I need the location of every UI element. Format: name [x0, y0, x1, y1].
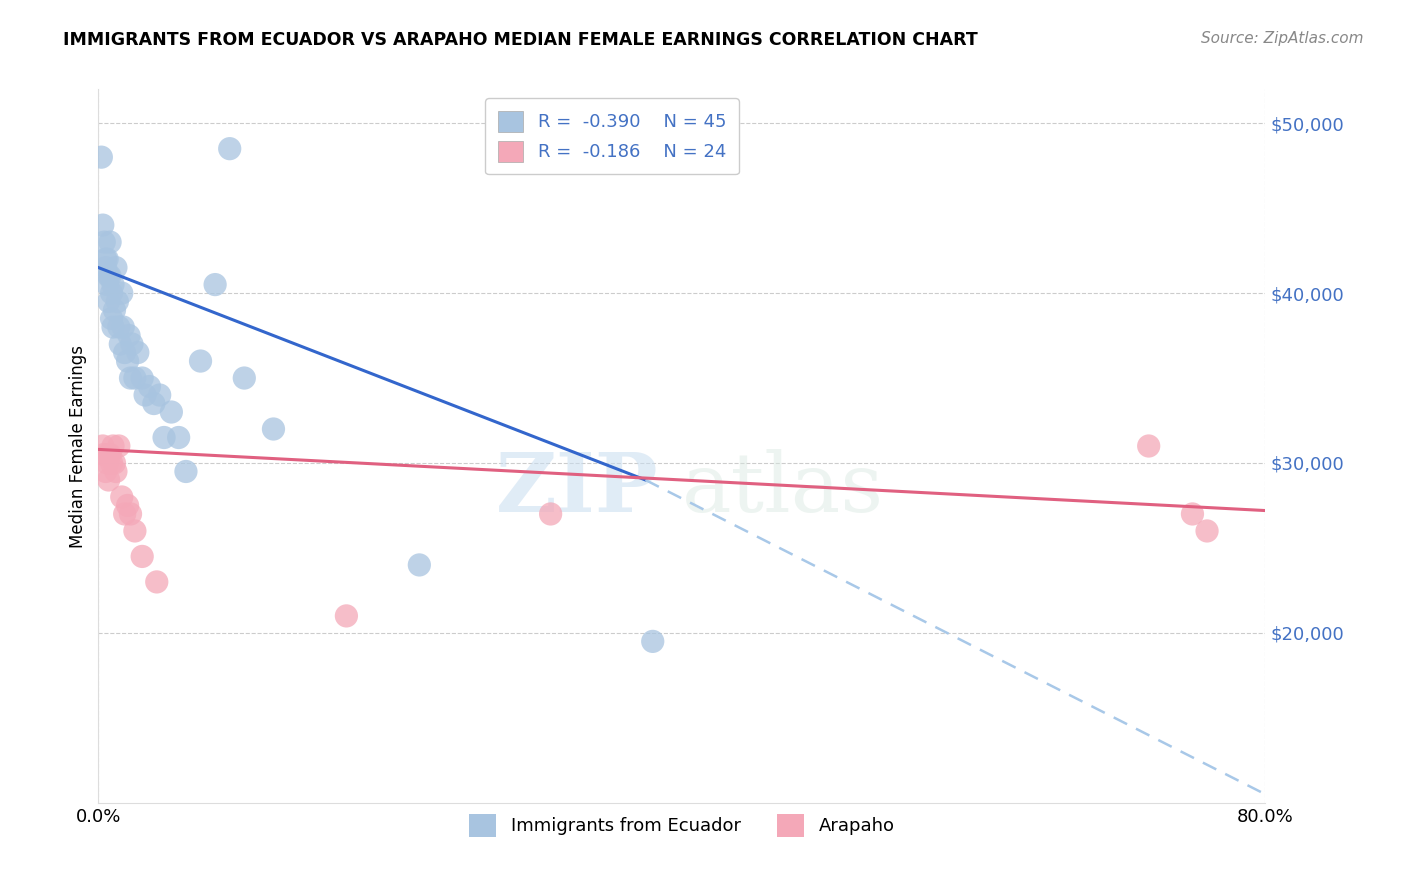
- Point: [103, 303, 125, 318]
- Text: atlas: atlas: [682, 449, 884, 529]
- Point: [146, 574, 169, 589]
- Point: [1195, 524, 1218, 538]
- Point: [100, 311, 122, 326]
- Point: [131, 549, 153, 564]
- Point: [167, 430, 190, 444]
- Point: [111, 490, 134, 504]
- Point: [104, 260, 127, 275]
- Point: [262, 422, 284, 436]
- Point: [91, 439, 114, 453]
- Point: [90, 150, 112, 164]
- Point: [97, 269, 120, 284]
- Point: [91, 218, 114, 232]
- Point: [124, 524, 146, 538]
- Point: [111, 286, 134, 301]
- Point: [98, 448, 121, 462]
- Point: [98, 269, 121, 284]
- Point: [335, 608, 357, 623]
- Point: [114, 345, 136, 359]
- Point: [160, 405, 183, 419]
- Point: [94, 260, 117, 275]
- Point: [118, 328, 141, 343]
- Legend: Immigrants from Ecuador, Arapaho: Immigrants from Ecuador, Arapaho: [463, 807, 901, 844]
- Point: [127, 345, 149, 359]
- Point: [93, 448, 115, 462]
- Point: [96, 252, 118, 266]
- Point: [190, 354, 212, 368]
- Point: [101, 320, 124, 334]
- Point: [105, 294, 128, 309]
- Point: [94, 465, 117, 479]
- Point: [101, 439, 124, 453]
- Point: [96, 456, 118, 470]
- Point: [103, 456, 125, 470]
- Point: [124, 371, 146, 385]
- Point: [108, 439, 131, 453]
- Point: [100, 456, 122, 470]
- Point: [408, 558, 430, 572]
- Point: [120, 371, 142, 385]
- Point: [98, 235, 121, 249]
- Point: [121, 337, 143, 351]
- Point: [101, 277, 124, 292]
- Point: [153, 430, 176, 444]
- Point: [120, 507, 142, 521]
- Point: [117, 499, 139, 513]
- Point: [149, 388, 172, 402]
- Point: [1181, 507, 1204, 521]
- Point: [110, 337, 132, 351]
- Point: [131, 371, 153, 385]
- Point: [93, 235, 115, 249]
- Point: [1137, 439, 1160, 453]
- Text: ZIP: ZIP: [496, 449, 658, 529]
- Point: [233, 371, 256, 385]
- Text: IMMIGRANTS FROM ECUADOR VS ARAPAHO MEDIAN FEMALE EARNINGS CORRELATION CHART: IMMIGRANTS FROM ECUADOR VS ARAPAHO MEDIA…: [63, 31, 979, 49]
- Point: [96, 277, 118, 292]
- Point: [117, 354, 139, 368]
- Point: [97, 448, 120, 462]
- Y-axis label: Median Female Earnings: Median Female Earnings: [69, 344, 87, 548]
- Point: [97, 294, 120, 309]
- Point: [108, 320, 131, 334]
- Point: [134, 388, 156, 402]
- Point: [204, 277, 226, 292]
- Text: Source: ZipAtlas.com: Source: ZipAtlas.com: [1201, 31, 1364, 46]
- Point: [641, 634, 664, 648]
- Point: [218, 142, 240, 156]
- Point: [97, 473, 120, 487]
- Point: [540, 507, 562, 521]
- Point: [94, 252, 117, 266]
- Point: [142, 396, 165, 410]
- Point: [112, 320, 135, 334]
- Point: [104, 465, 127, 479]
- Point: [174, 465, 197, 479]
- Point: [100, 286, 122, 301]
- Point: [138, 379, 160, 393]
- Point: [114, 507, 136, 521]
